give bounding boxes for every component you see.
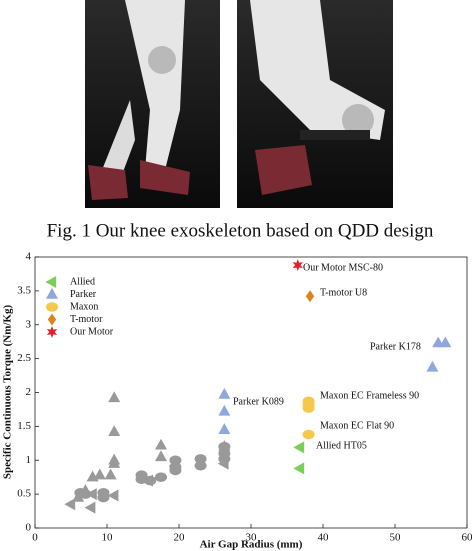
data-point [135, 470, 148, 480]
photo-left [85, 0, 220, 208]
annotation: Parker K089 [233, 396, 284, 407]
data-point [84, 501, 96, 514]
data-point [108, 457, 121, 468]
data-point [79, 489, 92, 499]
data-point [292, 259, 303, 272]
y-tick-label: 1.5 [17, 420, 31, 432]
annotation: Parker K178 [370, 341, 421, 352]
y-tick-label: 4 [26, 251, 32, 263]
annotation: Our Motor MSC-80 [303, 262, 383, 273]
data-point [305, 290, 315, 303]
data-point [142, 474, 153, 487]
data-point [86, 488, 97, 501]
legend-marker [46, 302, 58, 312]
legend-marker [45, 276, 57, 288]
y-tick-label: 3 [26, 318, 32, 330]
legend-label: Parker [70, 289, 97, 300]
legend-marker [46, 326, 58, 338]
y-axis-label: Specific Continuous Torque (Nm/Kg) [2, 305, 14, 480]
legend-marker [46, 287, 58, 299]
legend-marker [47, 313, 57, 326]
annotation: Allied HT05 [316, 440, 367, 451]
y-tick-label: 1 [26, 454, 32, 466]
legend-label: Allied [70, 276, 95, 287]
annotation: T-motor U8 [320, 287, 367, 298]
data-point [108, 425, 121, 436]
data-point [218, 441, 231, 452]
x-tick-label: 20 [174, 532, 186, 544]
data-point [107, 489, 119, 502]
y-tick-label: 3.5 [17, 284, 31, 296]
data-point [426, 360, 439, 372]
photo-right [237, 0, 393, 208]
data-point [155, 472, 167, 482]
y-tick-label: 2 [26, 386, 32, 398]
data-point [217, 457, 229, 470]
x-tick-label: 60 [462, 532, 474, 544]
x-axis-label: Air Gap Radius (mm) [200, 539, 303, 551]
annotation: Maxon EC Flat 90 [320, 420, 394, 431]
data-point [155, 438, 167, 450]
data-point [93, 468, 106, 480]
plot: 0 10 20 30 40 50 60 0 0.5 1 1.5 2 2.5 3 3.5 4 Allied Park… [17, 251, 473, 544]
data-point [293, 462, 305, 475]
data-point [218, 448, 231, 459]
data-point [155, 450, 167, 462]
data-point [302, 403, 315, 413]
data-point [168, 459, 180, 472]
legend-label: Our Motor [70, 326, 114, 337]
y-tick-label: 0.5 [17, 488, 31, 500]
data-point [97, 492, 110, 503]
data-point [104, 468, 117, 480]
data-point [64, 498, 76, 511]
y-tick-label: 2.5 [17, 352, 31, 364]
data-point [218, 404, 231, 416]
data-point [86, 470, 99, 482]
data-point [439, 336, 452, 348]
y-tick-label: 0 [26, 522, 32, 534]
x-tick-label: 0 [32, 532, 38, 544]
data-point [302, 429, 315, 440]
legend-label: Maxon [70, 301, 98, 312]
caption: Fig. 1 Our knee exoskeleton based on QDD… [47, 220, 434, 241]
data-point [293, 441, 305, 454]
legend-label: T-motor [70, 314, 103, 325]
x-tick-label: 10 [102, 532, 114, 544]
data-point [218, 387, 231, 399]
annotation: Maxon EC Frameless 90 [320, 390, 419, 401]
data-point [194, 460, 207, 471]
data-point [194, 454, 207, 464]
x-tick-label: 50 [390, 532, 402, 544]
x-tick-label: 30 [246, 532, 258, 544]
x-tick-label: 40 [318, 532, 330, 544]
data-point [218, 423, 231, 434]
data-point [108, 391, 121, 403]
